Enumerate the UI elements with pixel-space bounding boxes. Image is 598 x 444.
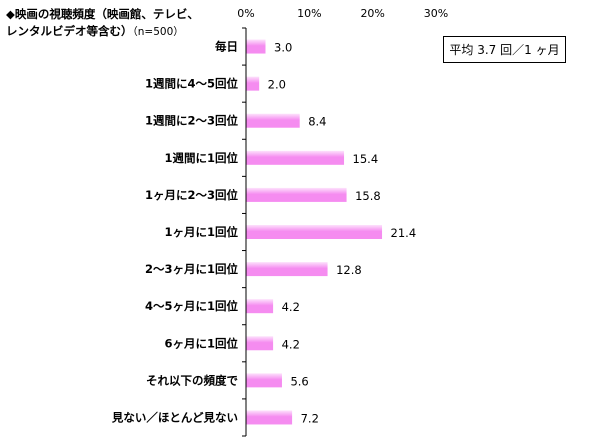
- value-label: 12.8: [336, 263, 362, 277]
- chart-title-line-2: レンタルビデオ等含む）（n=500）: [6, 23, 246, 41]
- category-label: 4～5ヶ月に1回位: [145, 299, 239, 313]
- bar: [246, 336, 274, 351]
- value-label: 4.2: [282, 300, 300, 314]
- bar: [246, 150, 345, 165]
- bar: [246, 39, 266, 54]
- category-label: 見ない／ほとんど見ない: [111, 410, 238, 424]
- value-label: 5.6: [290, 374, 308, 388]
- chart-title-line-1: ◆映画の視聴頻度（映画館、テレビ、: [6, 7, 199, 21]
- value-label: 2.0: [268, 78, 286, 92]
- value-label: 15.4: [353, 152, 379, 166]
- bar: [246, 76, 260, 91]
- x-tick-label: 30%: [424, 7, 448, 20]
- bar: [246, 262, 328, 277]
- bar: [246, 187, 347, 202]
- category-label: 毎日: [215, 40, 238, 54]
- category-label: 6ヶ月に1回位: [164, 336, 238, 350]
- bar: [246, 373, 282, 388]
- average-note-box: 平均 3.7 回／1 ヶ月: [443, 36, 566, 63]
- category-label: 2～3ヶ月に1回位: [145, 262, 239, 276]
- category-label: それ以下の頻度で: [146, 373, 238, 387]
- bar: [246, 225, 383, 239]
- category-label: 1週間に4～5回位: [145, 77, 239, 91]
- chart-title-line-2-text: レンタルビデオ等含む）: [6, 24, 133, 38]
- x-tick-label: 10%: [297, 7, 321, 20]
- chart-title: ◆映画の視聴頻度（映画館、テレビ、 レンタルビデオ等含む）（n=500）: [6, 6, 246, 41]
- bar: [246, 299, 274, 314]
- category-label: 1ヶ月に1回位: [164, 225, 238, 239]
- category-label: 1週間に2～3回位: [145, 114, 239, 128]
- value-label: 3.0: [274, 41, 292, 55]
- bar: [246, 113, 300, 128]
- x-tick-label: 0%: [237, 7, 254, 20]
- value-label: 7.2: [301, 411, 319, 425]
- x-tick-label: 20%: [360, 7, 384, 20]
- value-label: 21.4: [391, 226, 417, 240]
- value-label: 8.4: [308, 115, 326, 129]
- value-label: 4.2: [282, 337, 300, 351]
- category-label: 1週間に1回位: [164, 151, 238, 165]
- bar: [246, 410, 293, 425]
- value-label: 15.8: [355, 189, 381, 203]
- sample-size-label: （n=500）: [132, 26, 184, 38]
- category-label: 1ヶ月に2～3回位: [145, 188, 239, 202]
